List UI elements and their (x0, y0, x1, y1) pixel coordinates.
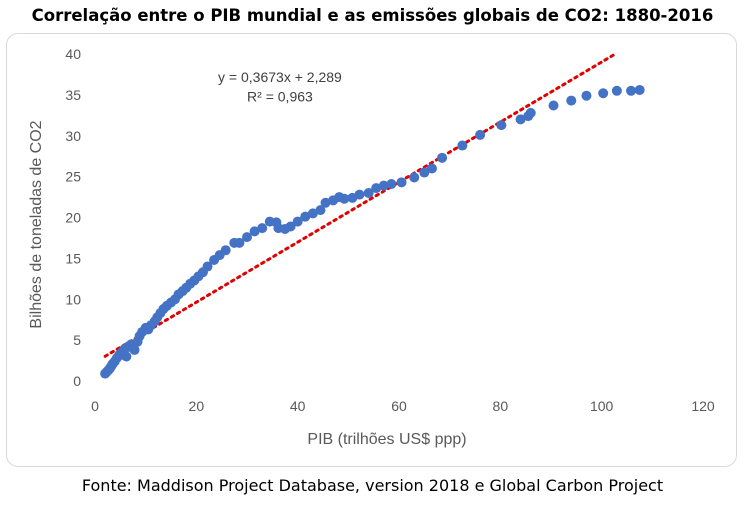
data-point (525, 107, 536, 118)
trendline (103, 51, 619, 358)
data-point (242, 232, 252, 243)
x-tick-label: 40 (290, 398, 306, 414)
source-note: Fonte: Maddison Project Database, versio… (81, 476, 664, 495)
data-point (315, 205, 326, 216)
data-point (320, 197, 331, 208)
x-tick-label: 120 (691, 398, 715, 414)
data-point (220, 245, 231, 256)
y-tick-label: 30 (65, 128, 81, 144)
y-tick-label: 0 (73, 373, 81, 389)
scatter-chart: 0 20 40 60 80 100 120 0 5 10 15 20 25 30 35 40 y = 0,3… (28, 46, 715, 448)
data-point (300, 211, 311, 222)
data-point (598, 88, 609, 99)
points-layer (100, 84, 645, 379)
y-tick-label: 15 (65, 250, 81, 266)
x-tick-label: 100 (590, 398, 614, 414)
y-tick-label: 35 (65, 87, 81, 103)
data-point (626, 85, 637, 96)
y-tick-label: 5 (73, 332, 81, 348)
x-tick-label: 60 (391, 398, 407, 414)
x-tick-label: 20 (189, 398, 205, 414)
data-point (396, 177, 407, 188)
x-tick-label: 0 (91, 398, 99, 414)
data-point (419, 167, 430, 178)
data-point (386, 178, 397, 189)
data-point (548, 100, 559, 111)
data-point (371, 183, 382, 194)
data-point (378, 180, 389, 191)
data-point (354, 189, 365, 200)
data-point (234, 237, 245, 248)
data-point (202, 261, 213, 272)
x-axis-title: PIB (trilhões US$ ppp) (307, 431, 466, 448)
data-point (409, 172, 420, 183)
data-point (634, 84, 645, 95)
data-point (129, 344, 140, 355)
data-point (611, 85, 622, 96)
x-tick-label: 80 (493, 398, 509, 414)
data-point (515, 114, 526, 125)
data-point (292, 216, 303, 227)
trendline-r-squared: R² = 0,963 (247, 88, 313, 104)
data-point (363, 187, 374, 198)
chart-frame: 0 20 40 60 80 100 120 0 5 10 15 20 25 30 35 40 y = 0,3… (6, 33, 737, 467)
data-point (285, 221, 296, 232)
y-axis-title: Bilhões de toneladas de CO2 (28, 120, 45, 328)
data-point (496, 120, 507, 131)
data-point (249, 226, 260, 237)
data-point (339, 193, 350, 204)
y-tick-label: 25 (65, 169, 81, 185)
data-point (426, 163, 437, 174)
data-point (121, 351, 132, 362)
y-tick-label: 20 (65, 210, 81, 226)
data-point (257, 223, 268, 234)
data-point (581, 90, 592, 101)
trendline-layer (103, 51, 619, 358)
data-point (566, 95, 577, 106)
data-point (475, 129, 486, 140)
data-point (457, 140, 468, 151)
y-tick-label: 10 (65, 291, 81, 307)
trendline-equation: y = 0,3673x + 2,289 (218, 69, 342, 85)
y-tick-labels: 0 5 10 15 20 25 30 35 40 (65, 46, 81, 389)
data-point (307, 208, 318, 219)
data-point (437, 152, 448, 163)
x-tick-labels: 0 20 40 60 80 100 120 (91, 398, 715, 414)
y-tick-label: 40 (65, 46, 81, 62)
chart-title: Correlação entre o PIB mundial e as emis… (31, 6, 714, 25)
